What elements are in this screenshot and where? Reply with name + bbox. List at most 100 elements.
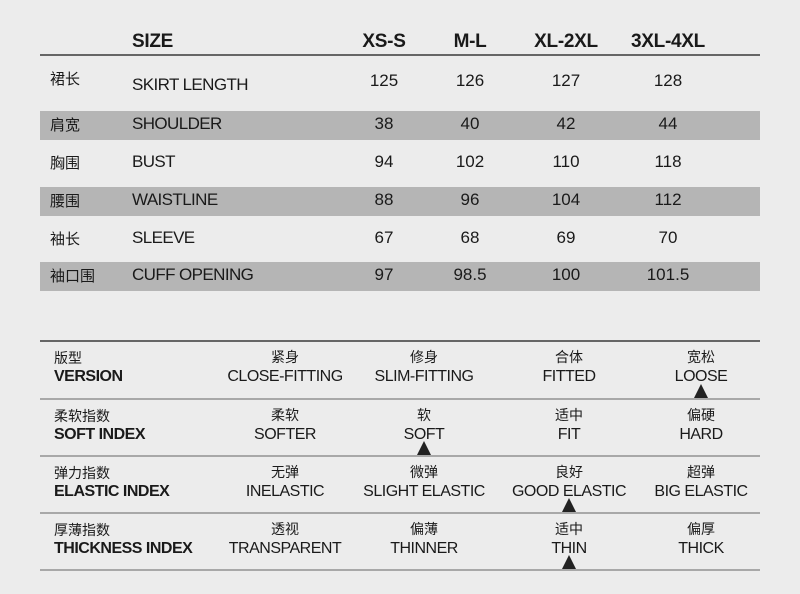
option-cn: 紧身 bbox=[271, 349, 299, 365]
measurement-en: CUFF OPENING bbox=[132, 265, 254, 284]
index-option: 偏薄 THINNER bbox=[390, 520, 458, 560]
index-option: 透视 TRANSPARENT bbox=[229, 520, 342, 560]
option-en: INELASTIC bbox=[245, 483, 325, 500]
measurement-en: SKIRT LENGTH bbox=[132, 75, 249, 94]
option-en: SLIM-FITTING bbox=[374, 368, 474, 385]
size-column-header: M-L bbox=[453, 31, 487, 52]
size-value: 96 bbox=[460, 190, 480, 209]
size-value: 42 bbox=[556, 114, 576, 133]
index-option: 合体 FITTED bbox=[543, 348, 597, 388]
option-cn: 偏硬 bbox=[687, 407, 715, 423]
measurement-en: SLEEVE bbox=[132, 228, 195, 247]
option-en: THIN bbox=[551, 540, 587, 557]
size-value: 94 bbox=[374, 152, 394, 171]
index-label-cn: 厚薄指数 bbox=[54, 522, 110, 538]
size-value: 100 bbox=[551, 265, 581, 284]
option-en: SOFT bbox=[403, 426, 445, 443]
size-value: 110 bbox=[552, 152, 580, 171]
option-cn: 适中 bbox=[555, 407, 583, 423]
option-en: FIT bbox=[557, 426, 581, 443]
size-value: 40 bbox=[460, 114, 480, 133]
measurement-cn: 胸围 bbox=[50, 155, 81, 172]
option-en: THICK bbox=[678, 540, 724, 557]
index-option: 修身 SLIM-FITTING bbox=[375, 348, 474, 388]
size-value: 128 bbox=[653, 71, 683, 90]
option-en: GOOD ELASTIC bbox=[511, 483, 627, 500]
index-option: 超弹 BIG ELASTIC bbox=[654, 463, 748, 503]
size-row: 胸围 BUST 94 102 110 118 bbox=[40, 149, 760, 178]
index-option: 紧身 CLOSE-FITTING bbox=[227, 348, 343, 388]
size-value: 97 bbox=[374, 265, 394, 284]
option-cn: 偏厚 bbox=[687, 521, 715, 537]
fabric-row: 弹力指数 ELASTIC INDEX 无弹 INELASTIC 微弹 SLIGH… bbox=[40, 457, 760, 514]
triangle-up-icon bbox=[694, 384, 708, 398]
index-label-cn: 柔软指数 bbox=[54, 408, 110, 424]
option-cn: 修身 bbox=[409, 349, 438, 365]
option-en: LOOSE bbox=[674, 368, 728, 385]
row-divider bbox=[40, 512, 760, 514]
option-cn: 软 bbox=[416, 407, 431, 423]
size-value: 88 bbox=[374, 190, 394, 209]
row-divider bbox=[40, 340, 760, 342]
size-row: 袖口围 CUFF OPENING 97 98.5 100 101.5 bbox=[40, 262, 760, 291]
measurement-cn: 裙长 bbox=[50, 71, 81, 88]
option-en: CLOSE-FITTING bbox=[227, 368, 343, 385]
size-column-header: XS-S bbox=[362, 31, 406, 52]
size-value: 98.5 bbox=[453, 265, 487, 284]
size-value: 118 bbox=[654, 152, 682, 171]
size-value: 104 bbox=[551, 190, 581, 209]
option-cn: 良好 bbox=[555, 464, 583, 480]
option-en: THINNER bbox=[390, 540, 458, 557]
index-label-cn: 版型 bbox=[54, 350, 82, 366]
size-value: 38 bbox=[374, 114, 394, 133]
measurement-cn: 袖口围 bbox=[50, 268, 96, 285]
size-row: 肩宽 SHOULDER 38 40 42 44 bbox=[40, 111, 760, 140]
option-cn: 透视 bbox=[271, 521, 299, 537]
measurement-en: BUST bbox=[132, 152, 176, 171]
index-option: 偏厚 THICK bbox=[678, 520, 724, 560]
option-en: BIG ELASTIC bbox=[654, 483, 748, 500]
size-row: 裙长 SKIRT LENGTH 125 126 127 128 bbox=[40, 70, 760, 99]
size-value: 102 bbox=[455, 152, 485, 171]
size-column-header: 3XL-4XL bbox=[631, 31, 705, 52]
option-cn: 微弹 bbox=[409, 464, 438, 480]
index-option: 偏硬 HARD bbox=[679, 406, 723, 446]
size-value: 112 bbox=[654, 190, 682, 209]
index-option: 柔软 SOFTER bbox=[254, 406, 316, 446]
triangle-up-icon bbox=[417, 441, 431, 455]
fabric-row: 版型 VERSION 紧身 CLOSE-FITTING 修身 SLIM-FITT… bbox=[40, 342, 760, 399]
index-option: 微弹 SLIGHT ELASTIC bbox=[363, 463, 485, 503]
size-value: 68 bbox=[460, 228, 480, 247]
size-value: 70 bbox=[658, 228, 678, 247]
index-option: 软 SOFT bbox=[404, 406, 445, 446]
size-value: 127 bbox=[551, 71, 581, 90]
row-divider bbox=[40, 455, 760, 457]
size-value: 67 bbox=[374, 228, 394, 247]
index-option: 适中 THIN bbox=[551, 520, 587, 560]
measurement-cn: 腰围 bbox=[50, 193, 81, 210]
option-en: SLIGHT ELASTIC bbox=[363, 483, 485, 500]
measurement-cn: 肩宽 bbox=[50, 117, 81, 134]
option-en: HARD bbox=[679, 426, 723, 443]
size-value: 125 bbox=[369, 71, 399, 90]
size-header-label: SIZE bbox=[132, 31, 174, 52]
index-option: 良好 GOOD ELASTIC bbox=[511, 463, 627, 503]
size-column-header: XL-2XL bbox=[534, 31, 598, 52]
measurement-en: SHOULDER bbox=[132, 114, 222, 133]
index-label-en: VERSION bbox=[54, 368, 123, 385]
index-label-cn: 弹力指数 bbox=[54, 465, 110, 481]
option-cn: 超弹 bbox=[686, 464, 715, 480]
size-row: 腰围 WAISTLINE 88 96 104 112 bbox=[40, 187, 760, 216]
row-divider bbox=[40, 398, 760, 400]
option-cn: 无弹 bbox=[271, 464, 299, 480]
option-en: SOFTER bbox=[254, 426, 316, 443]
measurement-en: WAISTLINE bbox=[132, 190, 218, 209]
option-cn: 宽松 bbox=[686, 349, 715, 365]
fabric-row: 厚薄指数 THICKNESS INDEX 透视 TRANSPARENT 偏薄 T… bbox=[40, 514, 760, 571]
index-label-en: ELASTIC INDEX bbox=[54, 483, 170, 500]
size-value: 101.5 bbox=[646, 265, 690, 284]
index-label-en: THICKNESS INDEX bbox=[54, 540, 193, 557]
header-divider bbox=[40, 54, 760, 56]
size-value: 44 bbox=[658, 114, 678, 133]
option-cn: 柔软 bbox=[270, 407, 299, 423]
